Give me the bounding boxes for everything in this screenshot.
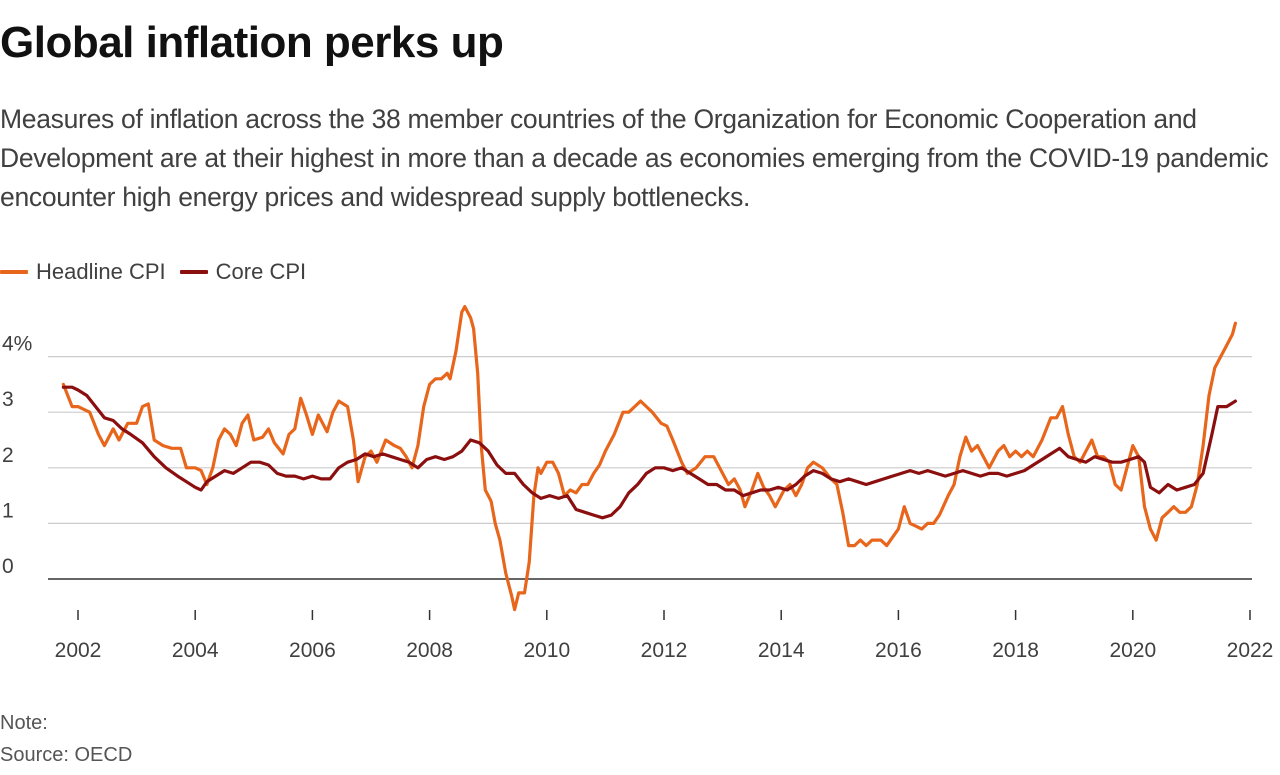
x-tick-label: 2012 xyxy=(641,639,688,662)
core-cpi-line xyxy=(61,385,1237,520)
source: Source: OECD xyxy=(0,744,133,766)
series-lines xyxy=(61,305,1237,612)
legend: Headline CPI Core CPI xyxy=(0,259,320,285)
y-tick-label: 0 xyxy=(2,555,14,578)
x-tick-label: 2004 xyxy=(172,639,219,662)
legend-item-core: Core CPI xyxy=(179,259,307,285)
legend-swatch-headline xyxy=(0,270,28,274)
x-tick-label: 2002 xyxy=(55,639,102,662)
legend-swatch-core xyxy=(179,270,208,274)
chart-title: Global inflation perks up xyxy=(0,18,504,67)
headline-cpi-line xyxy=(61,305,1237,612)
y-tick-label: 3 xyxy=(2,388,14,411)
x-tick-label: 2016 xyxy=(875,639,922,662)
x-axis: 2002 2004 2006 2008 2010 2012 2014 2016 2018 2020… xyxy=(55,610,1274,662)
x-tick-label: 2006 xyxy=(289,639,336,662)
x-tick-label: 2022 xyxy=(1227,639,1274,662)
x-tick-label: 2018 xyxy=(992,639,1039,662)
y-tick-label: 4% xyxy=(2,333,32,356)
x-tick-label: 2020 xyxy=(1109,639,1156,662)
note: Note: xyxy=(0,712,48,734)
legend-item-headline: Headline CPI xyxy=(0,259,166,285)
legend-label-core: Core CPI xyxy=(215,259,307,284)
legend-label-headline: Headline CPI xyxy=(36,259,166,284)
y-tick-label: 2 xyxy=(2,444,14,467)
chart-subtitle: Measures of inflation across the 38 memb… xyxy=(0,104,1269,212)
x-tick-label: 2008 xyxy=(406,639,453,662)
x-tick-label: 2010 xyxy=(523,639,570,662)
gridlines: 0 1 2 3 4% xyxy=(2,333,1252,580)
y-tick-label: 1 xyxy=(2,499,14,522)
x-tick-label: 2014 xyxy=(758,639,805,662)
